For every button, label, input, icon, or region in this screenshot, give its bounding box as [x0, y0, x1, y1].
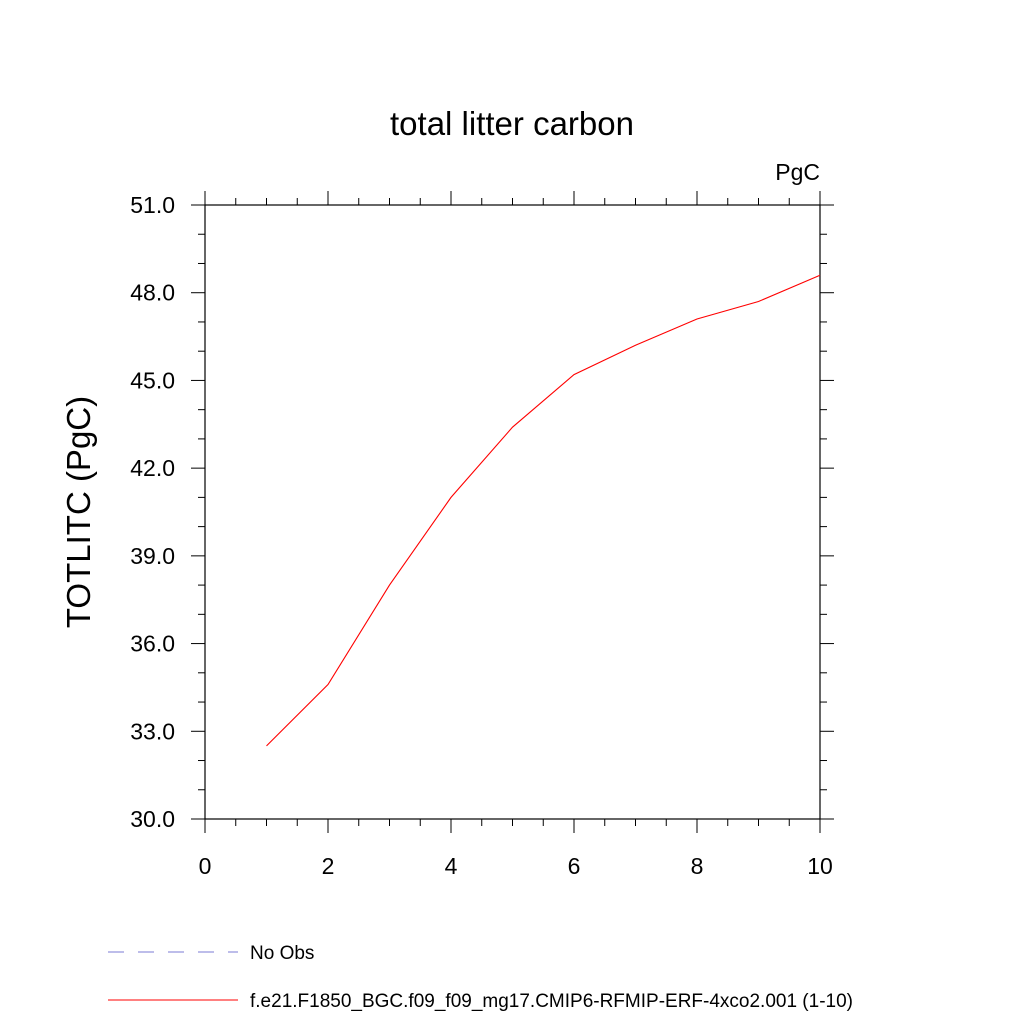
x-tick-label: 0 — [199, 853, 212, 879]
x-tick-label: 10 — [807, 853, 833, 879]
y-tick-label: 48.0 — [130, 280, 175, 306]
chart-title: total litter carbon — [390, 105, 634, 142]
y-tick-label: 39.0 — [130, 543, 175, 569]
legend-label: No Obs — [250, 943, 314, 964]
y-tick-label: 30.0 — [130, 806, 175, 832]
y-tick-label: 36.0 — [130, 631, 175, 657]
axes: 0 2 4 6 8 10 30.0 33.0 36.0 39.0 42.0 45.0 48.0 51.0 — [130, 191, 834, 879]
x-tick-label: 8 — [691, 853, 704, 879]
plot-frame — [204, 204, 821, 820]
y-tick-label: 45.0 — [130, 367, 175, 393]
y-tick-label: 33.0 — [130, 718, 175, 744]
legend-label: f.e21.F1850_BGC.f09_f09_mg17.CMIP6-RFMIP… — [250, 991, 853, 1012]
series-layer — [266, 274, 821, 747]
units-label: PgC — [775, 159, 820, 185]
y-tick-label: 42.0 — [130, 455, 175, 481]
y-tick-label: 51.0 — [130, 192, 175, 218]
legend: No Obs f.e21.F1850_BGC.f09_f09_mg17.CMIP6… — [108, 943, 853, 1012]
x-tick-label: 6 — [568, 853, 581, 879]
x-tick-label: 2 — [322, 853, 335, 879]
x-tick-label: 4 — [445, 853, 458, 879]
series-line — [266, 274, 821, 747]
y-axis-label: TOTLITC (PgC) — [60, 396, 97, 628]
